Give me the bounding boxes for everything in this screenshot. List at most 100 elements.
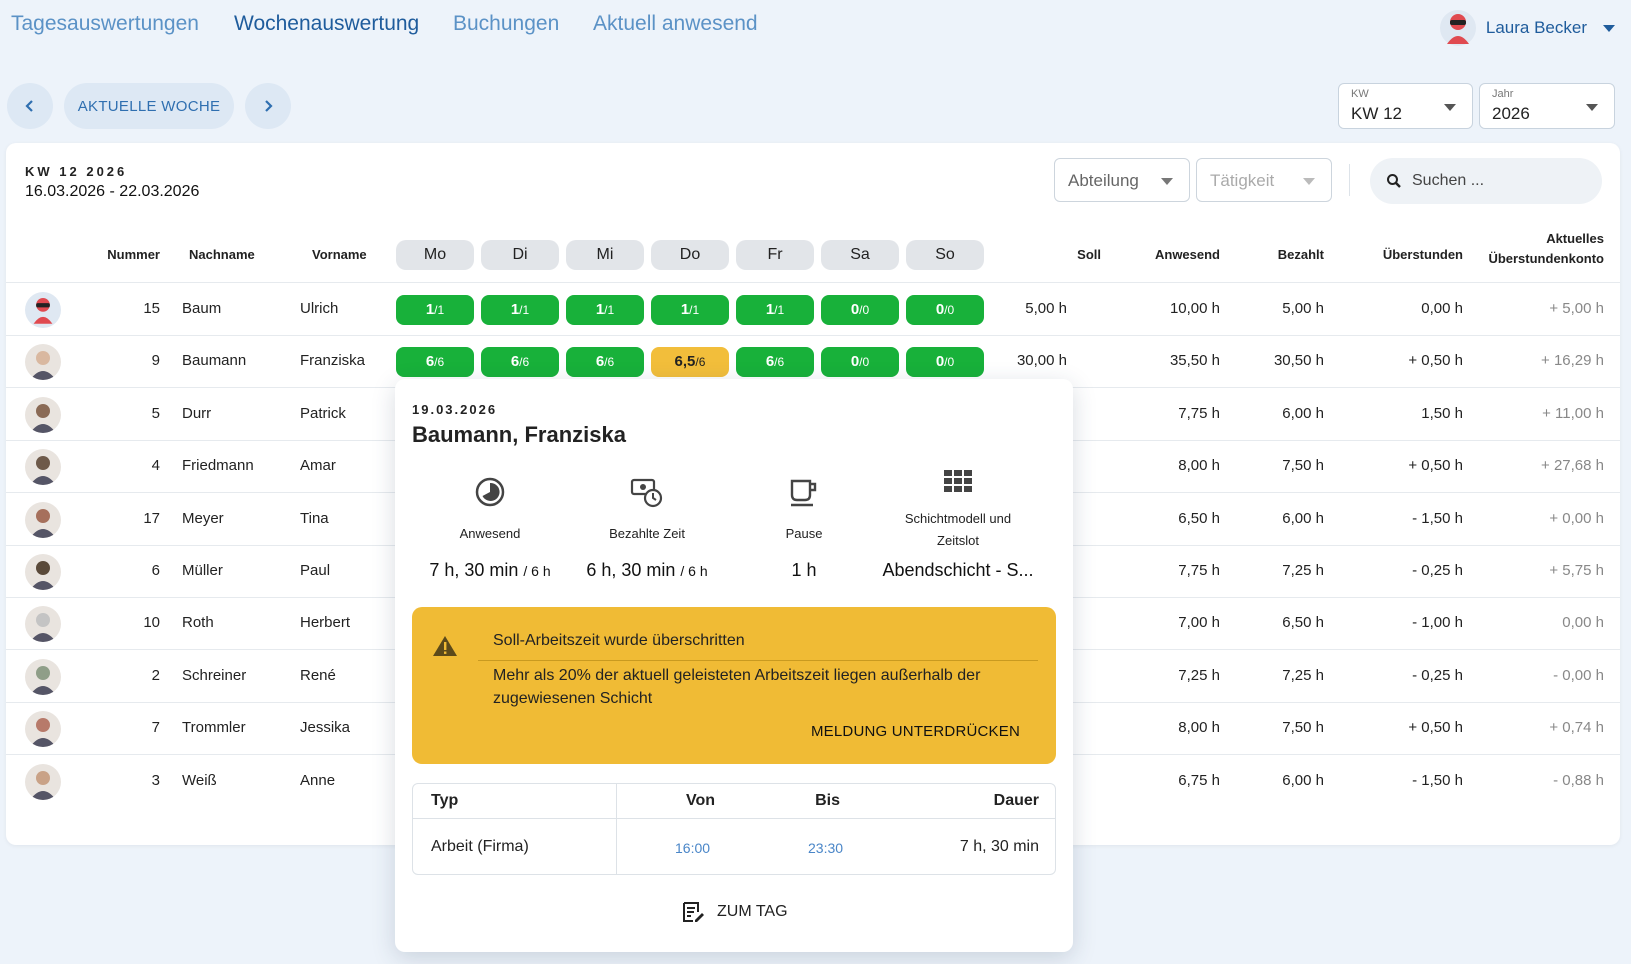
day-pill-target: 6 [437,355,445,370]
warning-banner: Soll-Arbeitszeit wurde überschritten Meh… [412,607,1056,764]
suppress-warning-button[interactable]: MELDUNG UNTERDRÜCKEN [810,723,1020,740]
document-edit-icon [683,902,704,922]
day-pill[interactable]: 0/0 [906,347,984,378]
stat-bezahlte-zeit-label: Bezahlte Zeit [609,526,685,541]
cell-vorname: Anne [300,771,336,789]
table-row[interactable]: 10RothHerbert37,50 h7,00 h6,50 h- 1,00 h… [6,597,1620,651]
week-title: KW 12 2026 [25,164,128,179]
cell-nummer: 10 [143,614,160,632]
warning-message: Mehr als 20% der aktuell geleisteten Arb… [493,667,981,707]
user-name: Laura Becker [1485,18,1587,37]
year-select-value: 2026 [1492,104,1530,123]
day-pill-separator: / [944,303,948,317]
cell-ueberstunden: 1,50 h [1421,404,1463,422]
day-header-1: Di [481,240,559,270]
day-pill-separator: / [944,355,948,370]
tab-wochenauswertung[interactable]: Wochenauswertung [234,12,420,35]
cell-nachname: Roth [182,614,214,632]
cell-soll: 5,00 h [1025,300,1067,317]
cell-nachname: Müller [182,562,223,579]
department-filter-label: Abteilung [1068,171,1139,190]
stat-pause: Pause [719,473,889,545]
cell-vorname: Ulrich [300,300,339,317]
day-header-0: Mo [396,240,474,270]
cell-anwesend: 35,50 h [1169,352,1220,370]
day-pill-target: 0 [947,303,955,317]
next-week-button[interactable] [245,83,291,129]
day-pill[interactable]: 6/6 [566,347,644,378]
day-pill[interactable]: 1/1 [566,295,644,325]
day-pill[interactable]: 1/1 [481,295,559,325]
kw-select[interactable]: KW KW 12 [1338,83,1473,129]
day-pill[interactable]: 6,5/6 [651,347,729,378]
day-pill[interactable]: 6/6 [736,347,814,378]
day-pill[interactable]: 6/6 [481,347,559,378]
booking-von-link[interactable]: 16:00 [675,840,711,856]
cell-nachname: Durr [182,404,212,422]
current-week-button[interactable]: AKTUELLE WOCHE [64,83,234,129]
tab-aktuell-anwesend[interactable]: Aktuell anwesend [593,12,758,35]
user-menu[interactable]: Laura Becker [1439,8,1615,48]
cell-bezahlt: 6,50 h [1282,614,1324,632]
day-pill[interactable]: 1/1 [396,295,474,325]
date-range: 16.03.2026 - 22.03.2026 [25,183,200,200]
day-pill-target: 1 [777,303,785,317]
day-pill[interactable]: 1/1 [736,295,814,325]
prev-week-button[interactable] [7,83,53,129]
cell-vorname: Herbert [300,614,351,632]
booking-bis-link[interactable]: 23:30 [808,840,844,856]
tab-buchungen[interactable]: Buchungen [453,12,560,35]
booking-header-von: Von [685,792,715,809]
avatar [25,292,61,328]
stat-bezahlte-zeit: Bezahlte Zeit [562,473,732,545]
row-divider [6,335,1620,336]
header-konto-line1: Aktuelles [1546,231,1604,246]
table-row[interactable]: 6MüllerPaul37,50 h7,75 h7,25 h- 0,25 h+ … [6,545,1620,599]
day-pill[interactable]: 1/1 [651,295,729,325]
header-soll: Soll [1077,247,1101,262]
stat-anwesend-value-sub: / 6 h [523,563,551,579]
cell-anwesend: 6,75 h [1178,771,1220,789]
day-header-2: Mi [566,240,644,270]
day-header-6: So [906,240,984,270]
day-pill-separator: / [689,303,693,317]
cell-nachname: Weiß [182,771,217,789]
activity-filter[interactable]: Tätigkeit [1196,158,1332,202]
stat-bezahlte-zeit-value-sub: / 6 h [680,563,708,579]
year-select[interactable]: Jahr 2026 [1479,83,1615,129]
day-pill[interactable]: 6/6 [396,347,474,378]
day-pill[interactable]: 0/0 [821,347,899,378]
search-input[interactable] [1412,169,1592,193]
day-pill-separator: / [604,355,608,370]
search-field[interactable] [1370,158,1602,204]
cell-nummer: 17 [143,509,160,527]
tab-tagesauswertungen[interactable]: Tagesauswertungen [11,12,199,35]
day-pill-value: 6 [595,353,605,371]
stat-bezahlte-zeit-value-main: 6 h, 30 min [586,560,676,580]
cell-bezahlt: 7,25 h [1282,562,1324,579]
cell-nummer: 6 [151,562,160,579]
chevron-down-icon [1603,24,1615,32]
cell-anwesend: 6,50 h [1178,509,1220,527]
cell-vorname: Amar [300,457,336,475]
booking-header-bis: Bis [815,792,840,809]
day-pill[interactable]: 0/0 [906,295,984,325]
user-avatar [1439,10,1476,46]
table-row[interactable]: 7TrommlerJessika37,50 h8,00 h7,50 h+ 0,5… [6,702,1620,756]
day-pill-target: 1 [607,303,615,317]
kw-select-value: KW 12 [1351,104,1403,123]
table-row[interactable]: 2SchreinerRené37,50 h7,25 h7,25 h- 0,25 … [6,650,1620,704]
booking-table-divider [616,784,617,874]
header-vorname: Vorname [312,247,367,262]
day-pill-target: 0 [862,303,870,317]
go-to-day-button[interactable]: ZUM TAG [681,897,788,927]
table-row[interactable]: 9 Baumann Franziska 6/6 6/6 6/6 6,5/6 6/6 0/0 0/0… [6,335,1620,389]
activity-filter-label: Tätigkeit [1210,171,1275,190]
cell-soll: 30,00 h [1016,352,1067,370]
booking-typ: Arbeit (Firma) [431,838,529,855]
cell-nachname: Meyer [182,509,224,527]
department-filter[interactable]: Abteilung [1054,158,1190,202]
day-pill[interactable]: 0/0 [821,295,899,325]
year-select-label: Jahr [1492,88,1514,100]
